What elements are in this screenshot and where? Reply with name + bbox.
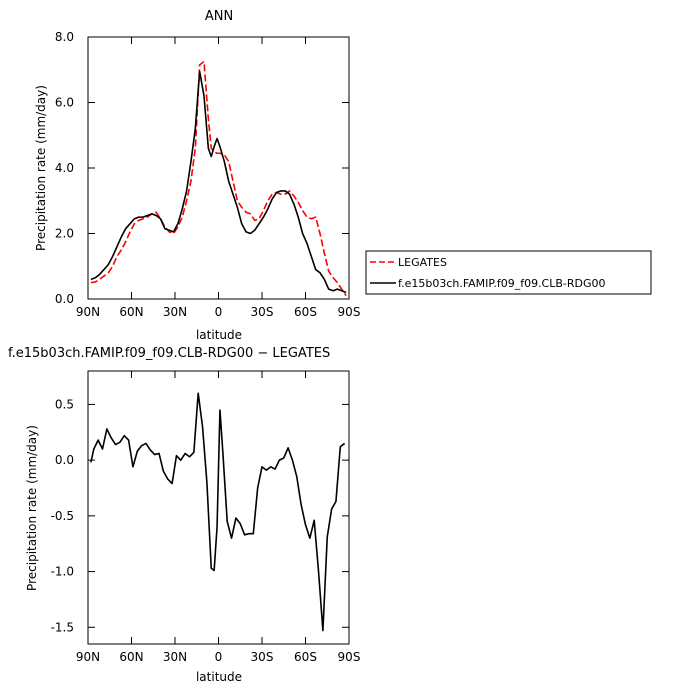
bottom-series-layer — [90, 392, 346, 632]
bottom-xtick-label: 0 — [215, 650, 223, 664]
bottom-xlabel: latitude — [196, 670, 242, 684]
top-ytick-label: 6.0 — [55, 96, 74, 110]
legend: LEGATES f.e15b03ch.FAMIP.f09_f09.CLB-RDG… — [365, 250, 652, 295]
bottom-ytick-label: 0.0 — [55, 453, 74, 467]
bottom-ytick-label: -1.5 — [51, 620, 74, 634]
bottom-ytick-label: -0.5 — [51, 509, 74, 523]
bottom-ticks: 90N 60N 30N 0 30S 60S 90S -1.5 -1.0 -0.5 0.0 0.5 — [51, 371, 361, 664]
top-xtick-label: 0 — [215, 305, 223, 319]
top-xtick-label: 60S — [294, 305, 317, 319]
bottom-series-line-0 — [90, 392, 346, 632]
top-series-line-0 — [90, 60, 347, 297]
top-xtick-label: 90N — [76, 305, 100, 319]
bottom-xtick-label: 60N — [119, 650, 143, 664]
bottom-xtick-label: 30S — [251, 650, 274, 664]
legend-label-legates: LEGATES — [398, 256, 447, 269]
top-ylabel: Precipitation rate (mm/day) — [34, 85, 48, 251]
top-series-line-1 — [90, 70, 347, 294]
top-title: ANN — [205, 9, 233, 24]
bottom-xtick-label: 60S — [294, 650, 317, 664]
bottom-panel: f.e15b03ch.FAMIP.f09_f09.CLB-RDG00 − LEG… — [8, 346, 360, 684]
bottom-ytick-label: -1.0 — [51, 565, 74, 579]
top-xtick-label: 30N — [163, 305, 187, 319]
bottom-ytick-label: 0.5 — [55, 397, 74, 411]
top-xtick-label: 60N — [119, 305, 143, 319]
top-panel: ANN 90N 60N 30N 0 30S 60S 90S 0.0 2.0 4.0 6.0 8.0 l… — [34, 9, 360, 342]
top-xtick-label: 90S — [338, 305, 361, 319]
top-ytick-label: 0.0 — [55, 292, 74, 306]
bottom-title: f.e15b03ch.FAMIP.f09_f09.CLB-RDG00 − LEG… — [8, 346, 330, 361]
top-ytick-label: 8.0 — [55, 30, 74, 44]
top-xtick-label: 30S — [251, 305, 274, 319]
top-ytick-label: 4.0 — [55, 161, 74, 175]
top-ticks: 90N 60N 30N 0 30S 60S 90S 0.0 2.0 4.0 6.0 8.0 — [55, 30, 361, 319]
bottom-plot-frame — [87, 370, 350, 645]
top-ytick-label: 2.0 — [55, 227, 74, 241]
bottom-xtick-label: 90S — [338, 650, 361, 664]
legend-box — [365, 250, 652, 295]
top-xlabel: latitude — [196, 328, 242, 342]
bottom-xtick-label: 30N — [163, 650, 187, 664]
bottom-ylabel: Precipitation rate (mm/day) — [25, 425, 39, 591]
top-series-layer — [90, 60, 347, 297]
top-plot-frame — [87, 36, 350, 300]
legend-label-model: f.e15b03ch.FAMIP.f09_f09.CLB-RDG00 — [398, 277, 606, 290]
bottom-xtick-label: 90N — [76, 650, 100, 664]
